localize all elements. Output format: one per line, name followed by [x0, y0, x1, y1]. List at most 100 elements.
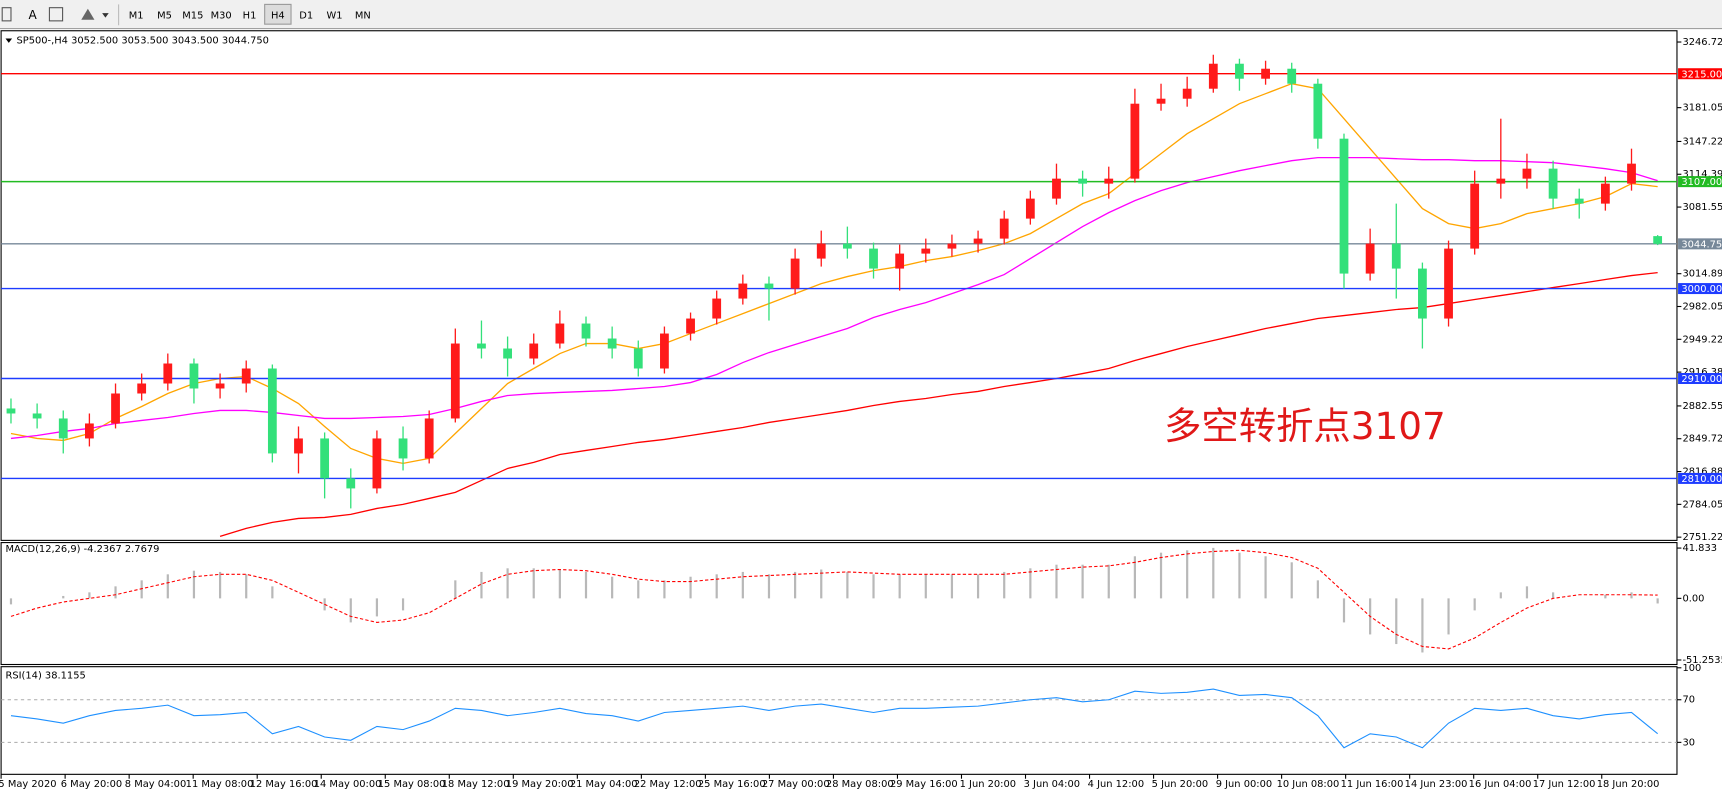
- y-tick-label: -51.2535: [1682, 655, 1722, 666]
- timeframe-label[interactable]: MN: [355, 10, 371, 21]
- candle-body: [320, 438, 330, 479]
- x-tick-label: 14 Jun 23:00: [1405, 779, 1468, 790]
- macd-bar: [1212, 547, 1215, 599]
- y-tick-label: 70: [1682, 695, 1695, 706]
- candle-body: [241, 368, 251, 384]
- timeframe-label[interactable]: M5: [157, 10, 172, 21]
- candle-body: [111, 393, 120, 424]
- macd-bar: [558, 569, 561, 599]
- timeframe-button[interactable]: [123, 4, 150, 25]
- y-tick-label: 2982.055: [1682, 301, 1722, 312]
- macd-bar: [1055, 564, 1058, 599]
- x-tick-label: 5 May 2020: [0, 779, 57, 790]
- macd-bar: [506, 568, 509, 599]
- timeframe-button[interactable]: [293, 4, 320, 25]
- macd-bar: [1447, 598, 1450, 635]
- candle-body: [1653, 236, 1663, 244]
- candle-body: [999, 218, 1009, 239]
- macd-bar: [88, 592, 91, 599]
- rsi-line: [10, 688, 1658, 749]
- macd-bar: [140, 580, 143, 599]
- candle-body: [215, 383, 225, 389]
- candle-body: [1574, 198, 1584, 204]
- candle-body: [1391, 243, 1401, 269]
- timeframe-label[interactable]: M1: [129, 10, 144, 21]
- candle-body: [424, 418, 434, 459]
- cursor-icon[interactable]: [1, 7, 12, 22]
- macd-bar: [375, 598, 379, 617]
- macd-bar: [1003, 571, 1006, 599]
- macd-bar: [976, 574, 980, 599]
- candle-body: [1156, 98, 1166, 104]
- candle-body: [189, 363, 199, 389]
- y-tick-label: 2949.220: [1682, 334, 1722, 345]
- macd-bar: [846, 571, 849, 599]
- candle-body: [1418, 268, 1427, 319]
- x-tick-label: 5 Jun 20:00: [1152, 779, 1208, 790]
- y-tick-label: 3081.555: [1682, 202, 1722, 213]
- annotation: 多空转折点3107: [1164, 404, 1446, 448]
- x-tick-label: 6 May 20:00: [61, 779, 122, 790]
- macd-bar: [1264, 556, 1267, 599]
- candle-body: [85, 423, 94, 439]
- timeframe-label[interactable]: H4: [271, 10, 285, 21]
- timeframe-button[interactable]: [321, 4, 348, 25]
- timeframe-label[interactable]: M30: [211, 10, 232, 21]
- macd-bar: [62, 595, 65, 599]
- candle-body: [137, 383, 147, 394]
- x-tick-label: 4 Jun 12:00: [1088, 779, 1144, 790]
- macd-bar: [637, 580, 640, 599]
- level-tag: [1678, 68, 1722, 80]
- moving-average: [10, 83, 1658, 465]
- candle-body: [163, 363, 173, 384]
- timeframe-button[interactable]: [151, 4, 178, 25]
- macd-bar: [767, 574, 771, 599]
- symbol-header: SP500-,H4 3052.500 3053.500 3043.500 304…: [16, 36, 269, 47]
- shapes-icon[interactable]: [81, 8, 95, 20]
- macd-bar: [1551, 592, 1555, 599]
- x-tick-label: 10 Jun 08:00: [1277, 779, 1340, 790]
- timeframe-button[interactable]: [179, 4, 207, 25]
- macd-panel: [0, 542, 1678, 666]
- candle-body: [294, 438, 303, 454]
- timeframe-button[interactable]: [349, 4, 377, 25]
- timeframe-label[interactable]: D1: [299, 10, 313, 21]
- timeframe-label[interactable]: H1: [243, 10, 257, 21]
- macd-bar: [1421, 598, 1424, 653]
- macd-bar: [114, 586, 117, 599]
- timeframe-button[interactable]: [208, 4, 235, 25]
- x-tick-label: 15 May 08:00: [378, 779, 446, 790]
- macd-bar: [924, 574, 927, 599]
- timeframe-label[interactable]: W1: [326, 10, 342, 21]
- timeframe-button[interactable]: [236, 4, 263, 25]
- x-tick-label: 11 Jun 16:00: [1341, 779, 1404, 790]
- macd-bar: [349, 598, 352, 623]
- candle-body: [477, 343, 486, 349]
- candle-body: [346, 478, 356, 489]
- x-tick-label: 27 May 00:00: [762, 779, 830, 790]
- candle-body: [1104, 178, 1114, 184]
- level-tag: [1678, 472, 1722, 484]
- y-tick-label: 2816.885: [1682, 467, 1722, 478]
- macd-bar: [950, 574, 954, 599]
- timeframe-button[interactable]: [264, 3, 292, 25]
- macd-bar: [584, 571, 588, 599]
- timeframe-label[interactable]: M15: [182, 10, 203, 21]
- x-tick-label: 11 May 08:00: [186, 779, 254, 790]
- macd-bar: [1395, 598, 1398, 645]
- macd-bar: [192, 570, 196, 599]
- y-tick-label: 3114.390: [1682, 169, 1722, 180]
- level-label: 3044.750: [1681, 239, 1722, 250]
- candle-body: [895, 253, 905, 269]
- text-icon[interactable]: A: [29, 8, 38, 22]
- dropdown-icon[interactable]: [102, 13, 109, 18]
- candle-body: [738, 283, 748, 299]
- x-tick-label: 9 Jun 00:00: [1216, 779, 1272, 790]
- macd-bar: [611, 576, 614, 599]
- y-tick-label: 2849.720: [1682, 434, 1722, 445]
- macd-bar: [1342, 598, 1346, 623]
- label-icon[interactable]: [48, 7, 64, 22]
- level-label: 2910.000: [1681, 374, 1722, 385]
